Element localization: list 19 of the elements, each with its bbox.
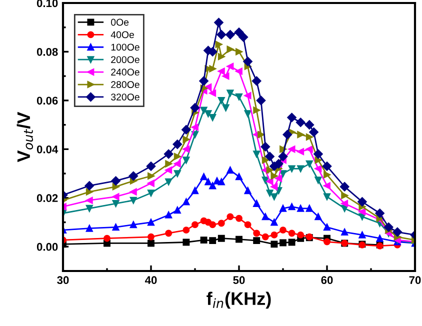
legend-label: 240Oe [111, 68, 140, 76]
y-tick-label: 0.04 [36, 145, 58, 154]
legend-label: 200Oe [111, 56, 140, 64]
legend-label: 100Oe [111, 44, 140, 51]
x-axis-title: f$_{in}$(KHz) [206, 292, 271, 309]
y-tick-label: 0.08 [36, 48, 58, 56]
x-tick-label: 50 [233, 276, 245, 284]
y-tick-label: 0.00 [36, 242, 58, 251]
y-tick-label: 0.02 [36, 194, 58, 202]
legend-label: 0Oe [111, 18, 129, 26]
x-tick-label: 30 [57, 276, 69, 284]
y-axis-title: V$_{out}$/V [16, 112, 34, 162]
x-tick-label: 60 [321, 276, 333, 284]
legend-label: 40Oe [110, 31, 134, 38]
x-tick-label: 70 [409, 276, 421, 284]
y-tick-label: 0.06 [36, 96, 58, 105]
legend-label: 320Oe [111, 94, 140, 100]
x-tick-label: 40 [144, 276, 157, 284]
legend-label: 280Oe [111, 81, 140, 88]
